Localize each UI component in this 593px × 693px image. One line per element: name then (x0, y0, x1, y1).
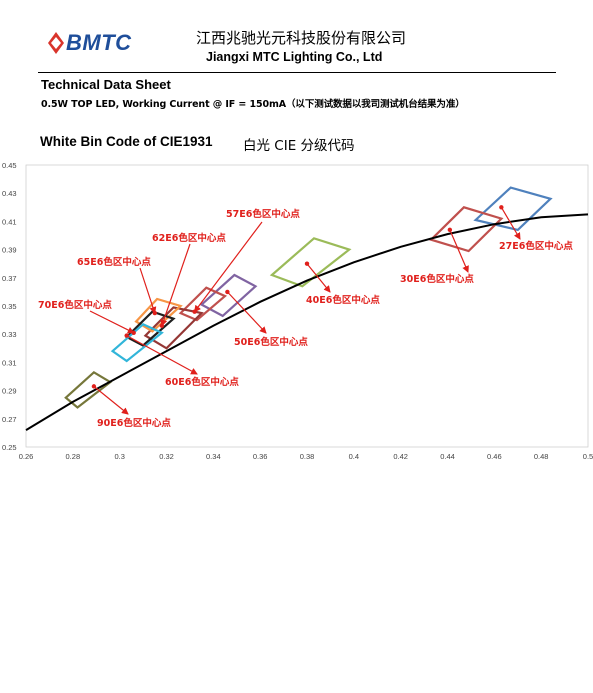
x-tick-label: 0.5 (583, 452, 593, 461)
logo-text: BMTC (66, 30, 132, 55)
x-tick-label: 0.38 (300, 452, 315, 461)
bin-center-label: 27E6色区中心点 (499, 240, 573, 252)
bin-center-label: 62E6色区中心点 (152, 232, 226, 244)
x-tick-label: 0.28 (66, 452, 81, 461)
bin-callout-arrow (449, 229, 469, 273)
y-tick-label: 0.31 (2, 358, 17, 367)
bin-center-label: 57E6色区中心点 (226, 208, 300, 220)
y-tick-label: 0.27 (2, 415, 17, 424)
bin-callout-arrow (226, 291, 267, 334)
bin-callout-arrow (160, 243, 191, 327)
company-name-cn: 江西兆驰光元科技股份有限公司 (196, 29, 407, 47)
y-tick-label: 0.39 (2, 246, 17, 255)
plot-area-frame (25, 164, 589, 448)
y-tick-label: 0.37 (2, 274, 17, 283)
planckian-locus-curve (25, 213, 589, 431)
bin-quadrilateral (429, 206, 504, 253)
y-tick-label: 0.43 (2, 189, 17, 198)
bin-center-label: 30E6色区中心点 (400, 273, 474, 285)
y-tick-label: 0.25 (2, 443, 17, 452)
company-name-en: Jiangxi MTC Lighting Co., Ltd (206, 50, 383, 64)
bin-center-label: 90E6色区中心点 (97, 417, 171, 429)
bin-callout-arrow (193, 221, 263, 313)
y-tick-label: 0.41 (2, 217, 17, 226)
bin-callout-arrow (306, 263, 331, 293)
bin-center-label: 65E6色区中心点 (77, 256, 151, 268)
cie-chart: 0.26 0.28 0.3 0.32 0.34 0.36 0.38 0.4 0.42 0.44 0.… (2, 161, 593, 461)
bin-quadrilateral (134, 297, 183, 333)
bin-quadrilateral (199, 273, 258, 318)
y-tick-label: 0.29 (2, 387, 17, 396)
company-logo: BMTC (46, 29, 161, 59)
bin-quadrilateral (473, 186, 553, 232)
x-tick-label: 0.26 (19, 452, 34, 461)
bin-callout-arrow (500, 206, 521, 240)
y-tick-label: 0.33 (2, 330, 17, 339)
y-tick-label: 0.45 (2, 161, 17, 170)
bin-center-dot (124, 333, 129, 338)
x-tick-label: 0.48 (534, 452, 549, 461)
x-tick-label: 0.46 (487, 452, 502, 461)
bin-callout-arrow (126, 335, 198, 375)
bin-quadrilateral (178, 286, 228, 322)
x-tick-label: 0.36 (253, 452, 268, 461)
bin-center-label: 60E6色区中心点 (165, 376, 239, 388)
x-tick-label: 0.34 (206, 452, 221, 461)
bin-callout-arrow (139, 267, 157, 315)
document-subtitle: 0.5W TOP LED, Working Current @ IF = 150… (41, 99, 465, 110)
x-tick-label: 0.44 (440, 452, 455, 461)
bin-callout-arrow (89, 310, 135, 334)
x-tick-label: 0.42 (393, 452, 408, 461)
x-tick-label: 0.3 (114, 452, 124, 461)
y-tick-label: 0.35 (2, 302, 17, 311)
bin-quadrilateral (124, 310, 176, 347)
x-tick-label: 0.4 (349, 452, 359, 461)
section-title-cn: 白光 CIE 分级代码 (243, 138, 355, 154)
bin-quadrilateral (269, 237, 352, 288)
bin-quadrilateral (143, 306, 204, 350)
header-divider (38, 72, 556, 73)
section-title-en: White Bin Code of CIE1931 (40, 134, 213, 149)
bin-callout-arrow (93, 385, 129, 415)
bin-center-label: 40E6色区中心点 (306, 294, 380, 306)
bin-center-label: 50E6色区中心点 (234, 336, 308, 348)
document-title: Technical Data Sheet (41, 77, 171, 92)
x-tick-label: 0.32 (159, 452, 174, 461)
bin-center-label: 70E6色区中心点 (38, 299, 112, 311)
logo-mark-icon (48, 32, 64, 54)
